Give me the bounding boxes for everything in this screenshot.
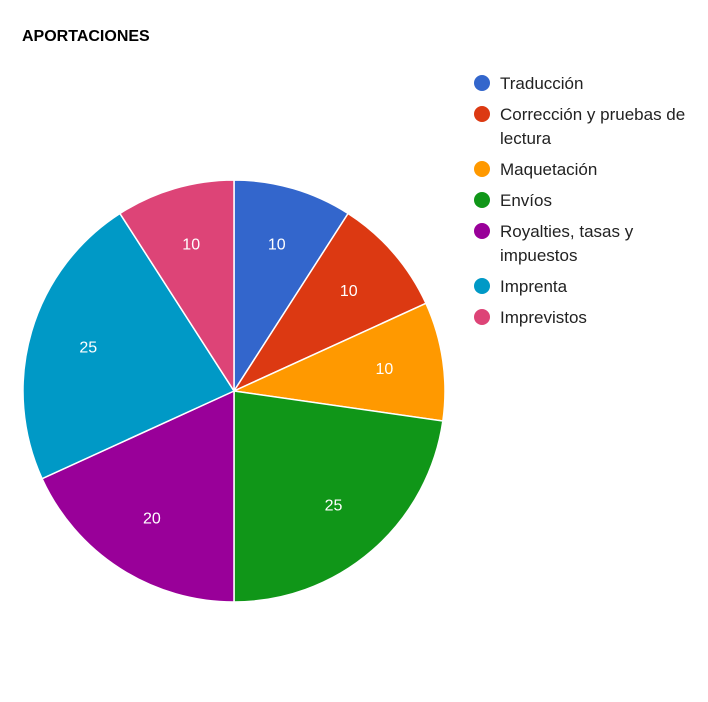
slice-value-label: 10	[340, 283, 358, 300]
pie-slice[interactable]	[41, 389, 235, 603]
legend-label: Imprenta	[500, 277, 568, 296]
slice-value-label: 25	[325, 497, 343, 514]
slice-value-label: 10	[375, 361, 393, 378]
legend-label: Corrección y pruebas de lectura	[500, 105, 686, 148]
legend-item[interactable]: Traducción	[474, 72, 702, 96]
slice-value-label: 20	[143, 510, 161, 527]
pie-slice[interactable]	[22, 212, 236, 480]
chart-title: APORTACIONES	[22, 28, 150, 45]
legend-swatch	[474, 309, 490, 325]
slice-value-label: 10	[268, 237, 286, 254]
legend-label: Envíos	[500, 191, 552, 210]
pie-slice[interactable]	[231, 302, 446, 422]
legend-swatch	[474, 192, 490, 208]
pie-slice[interactable]	[233, 179, 350, 394]
legend-swatch	[474, 106, 490, 122]
legend-swatch	[474, 223, 490, 239]
legend-item[interactable]: Imprevistos	[474, 306, 702, 330]
slice-value-label: 10	[182, 237, 200, 254]
legend-item[interactable]: Envíos	[474, 189, 702, 213]
legend-item[interactable]: Corrección y pruebas de lectura	[474, 103, 702, 151]
pie-slice[interactable]	[233, 390, 444, 603]
legend-item[interactable]: Imprenta	[474, 275, 702, 299]
pie-slice[interactable]	[231, 212, 427, 393]
pie-slice[interactable]	[118, 179, 235, 394]
legend-swatch	[474, 278, 490, 294]
legend-swatch	[474, 75, 490, 91]
legend-item[interactable]: Royalties, tasas y impuestos	[474, 220, 702, 268]
legend-item[interactable]: Maquetación	[474, 158, 702, 182]
legend-swatch	[474, 161, 490, 177]
legend-label: Imprevistos	[500, 308, 587, 327]
legend-label: Maquetación	[500, 160, 598, 179]
slice-value-label: 25	[79, 340, 97, 357]
legend: Traducción Corrección y pruebas de lectur…	[474, 72, 702, 337]
legend-label: Traducción	[500, 74, 584, 93]
legend-label: Royalties, tasas y impuestos	[500, 222, 634, 265]
